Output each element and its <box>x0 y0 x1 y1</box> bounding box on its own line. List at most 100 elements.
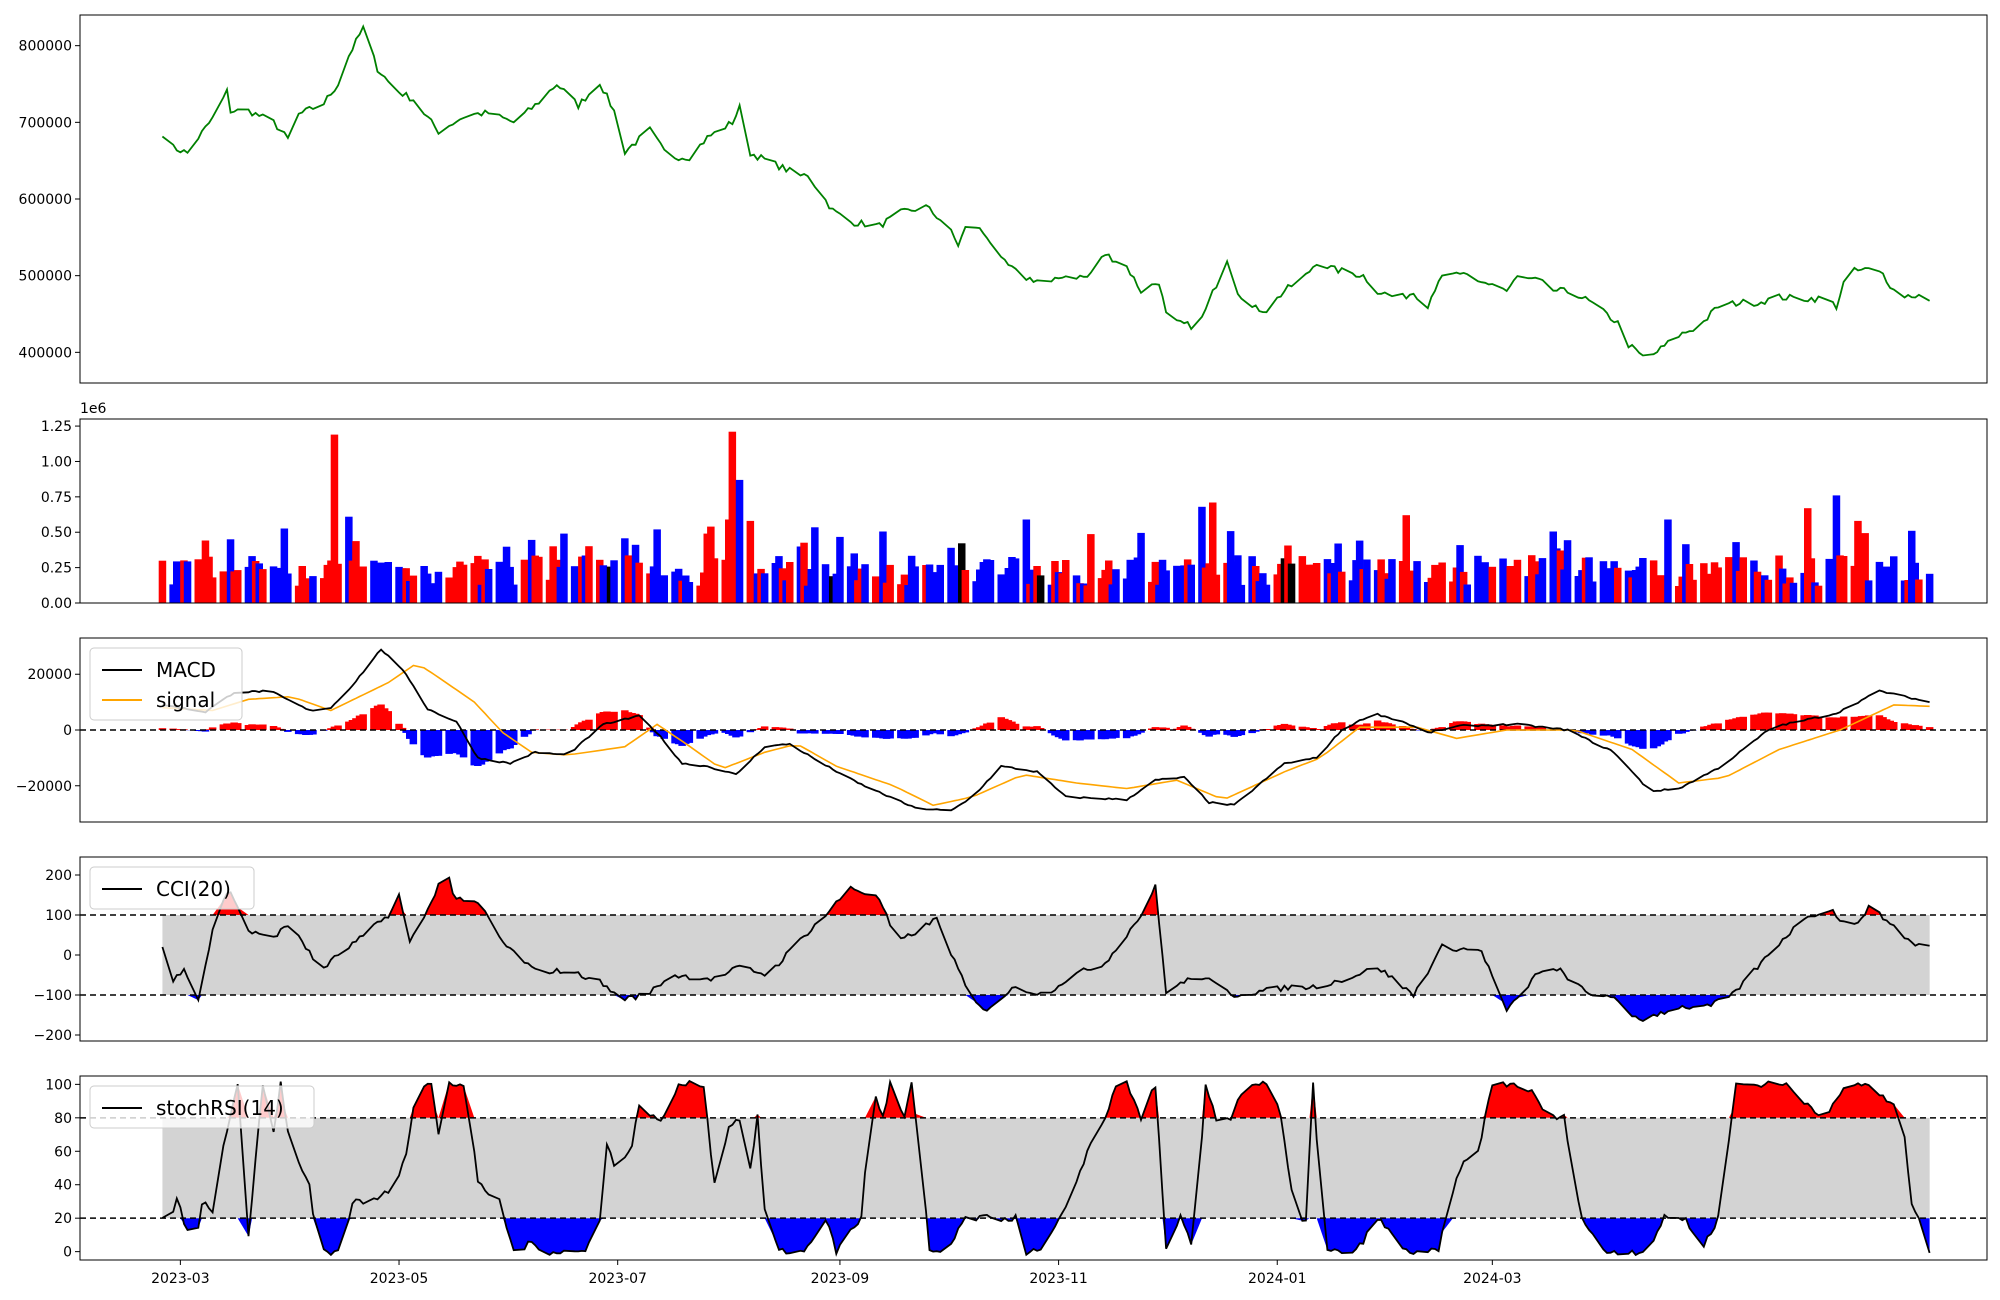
volume-bar <box>961 570 970 603</box>
y-tick-label: 500000 <box>19 269 72 285</box>
macd-histogram-bar <box>384 711 392 730</box>
macd-histogram-bar <box>1062 730 1070 741</box>
volume-bar <box>879 531 887 603</box>
macd-histogram-bar <box>1588 730 1597 735</box>
y-tick-label: 60 <box>54 1144 72 1160</box>
volume-bar <box>850 553 858 603</box>
volume-bar <box>183 561 192 603</box>
macd-histogram-bar <box>398 727 407 730</box>
macd-histogram-bar <box>861 730 869 738</box>
volume-bar <box>1438 562 1446 603</box>
macd-histogram-bar <box>635 715 643 730</box>
macd-histogram-bar <box>359 714 367 730</box>
volume-bar <box>1087 534 1095 603</box>
volume-bar <box>1764 579 1773 603</box>
volume-bar <box>1463 584 1471 603</box>
volume-bar <box>1413 561 1421 603</box>
macd-histogram-bar <box>961 730 970 733</box>
macd-histogram-bar <box>1685 730 1694 731</box>
volume-bar <box>1864 580 1873 603</box>
volume-bar <box>459 564 468 603</box>
macd-histogram-bar <box>259 724 267 730</box>
volume-bar <box>1639 558 1647 603</box>
x-tick-label: 2023-11 <box>1029 1271 1088 1287</box>
volume-bar <box>1585 557 1593 603</box>
volume-bar <box>1614 567 1622 603</box>
x-tick-label: 2023-07 <box>588 1271 647 1287</box>
stochrsi-line <box>161 1078 1931 1257</box>
price-line <box>161 24 1931 357</box>
macd-histogram-bar <box>585 719 593 730</box>
volume-bar <box>384 562 392 603</box>
macd-histogram-bar <box>610 711 618 730</box>
volume-bar <box>484 569 493 603</box>
overbought-fill <box>162 1081 1930 1118</box>
volume-bar <box>1209 502 1217 603</box>
cci-line <box>161 876 1930 1023</box>
volume-bar <box>1789 582 1798 603</box>
volume-bar <box>309 576 317 603</box>
volume-bar <box>1062 560 1070 603</box>
y-tick-label: −200 <box>34 1028 72 1044</box>
x-tick-label: 2023-05 <box>370 1271 429 1287</box>
volume-bar <box>1538 558 1547 603</box>
macd-histogram-bar <box>1814 716 1823 730</box>
macd-histogram-bar <box>1925 727 1934 730</box>
macd-histogram-bar <box>886 730 894 739</box>
legend-box <box>89 866 255 910</box>
macd-histogram-bar <box>334 725 342 730</box>
y-tick-label: 20 <box>54 1211 72 1227</box>
macd-histogram-bar <box>746 730 755 733</box>
volume-bar <box>1588 581 1597 603</box>
macd-histogram-bar <box>1255 730 1264 731</box>
volume-bar <box>1137 532 1145 603</box>
macd-histogram-bar <box>158 728 167 730</box>
volume-bar <box>811 527 819 603</box>
volume-bar <box>800 542 808 603</box>
plot-frame <box>79 1075 1988 1261</box>
volume-bar <box>352 541 360 603</box>
plot-frame <box>79 856 1988 1042</box>
volume-bar <box>728 431 737 603</box>
volume-bar <box>1312 563 1321 603</box>
volume-bar <box>1664 519 1672 603</box>
plot-background <box>80 15 1987 383</box>
oversold-fill <box>162 1218 1930 1255</box>
macd-histogram-bar <box>1237 730 1246 736</box>
y-tick-label: 700000 <box>19 115 72 131</box>
macd-histogram-bar <box>786 728 794 730</box>
macd-histogram-bar <box>1137 730 1145 733</box>
macd-histogram-bar <box>1915 725 1923 730</box>
macd-histogram-bar <box>1864 715 1873 730</box>
macd-line <box>162 648 1930 812</box>
volume-bar <box>1388 559 1396 603</box>
volume-bar <box>1112 569 1120 603</box>
volume-bar <box>861 564 869 603</box>
volume-bar <box>1162 570 1170 603</box>
volume-bar <box>710 558 719 603</box>
y-tick-label: 0 <box>63 723 72 739</box>
y-tick-label: −20000 <box>16 779 72 795</box>
legend-box <box>89 647 243 721</box>
volume-bar <box>1925 573 1934 603</box>
stochrsi-panel: 0 20 40 60 80 100 stochRSI(14) <box>45 1075 1988 1261</box>
macd-histogram-bar <box>395 723 403 730</box>
volume-bar <box>1890 556 1898 603</box>
legend-box <box>89 1085 315 1129</box>
macd-histogram-bar <box>524 730 532 735</box>
volume-bar <box>1861 533 1869 603</box>
volume-bar <box>1338 571 1346 603</box>
macd-histogram-bar <box>484 730 493 760</box>
y-tick-label: 100 <box>45 1077 72 1093</box>
volume-panel: 0.00 0.25 0.50 0.75 1.00 1.25 1e6 <box>41 401 1988 612</box>
macd-histogram-bar <box>208 727 217 730</box>
y-tick-label: 20000 <box>27 667 72 683</box>
volume-bar <box>1022 519 1031 603</box>
volume-bar <box>474 555 482 603</box>
plot-frame <box>79 14 1988 384</box>
volume-bar <box>886 564 894 603</box>
macd-histogram-bar <box>1162 727 1170 730</box>
volume-bar <box>535 556 543 603</box>
y-tick-label: 0.75 <box>41 490 72 506</box>
volume-bar <box>1237 584 1246 603</box>
